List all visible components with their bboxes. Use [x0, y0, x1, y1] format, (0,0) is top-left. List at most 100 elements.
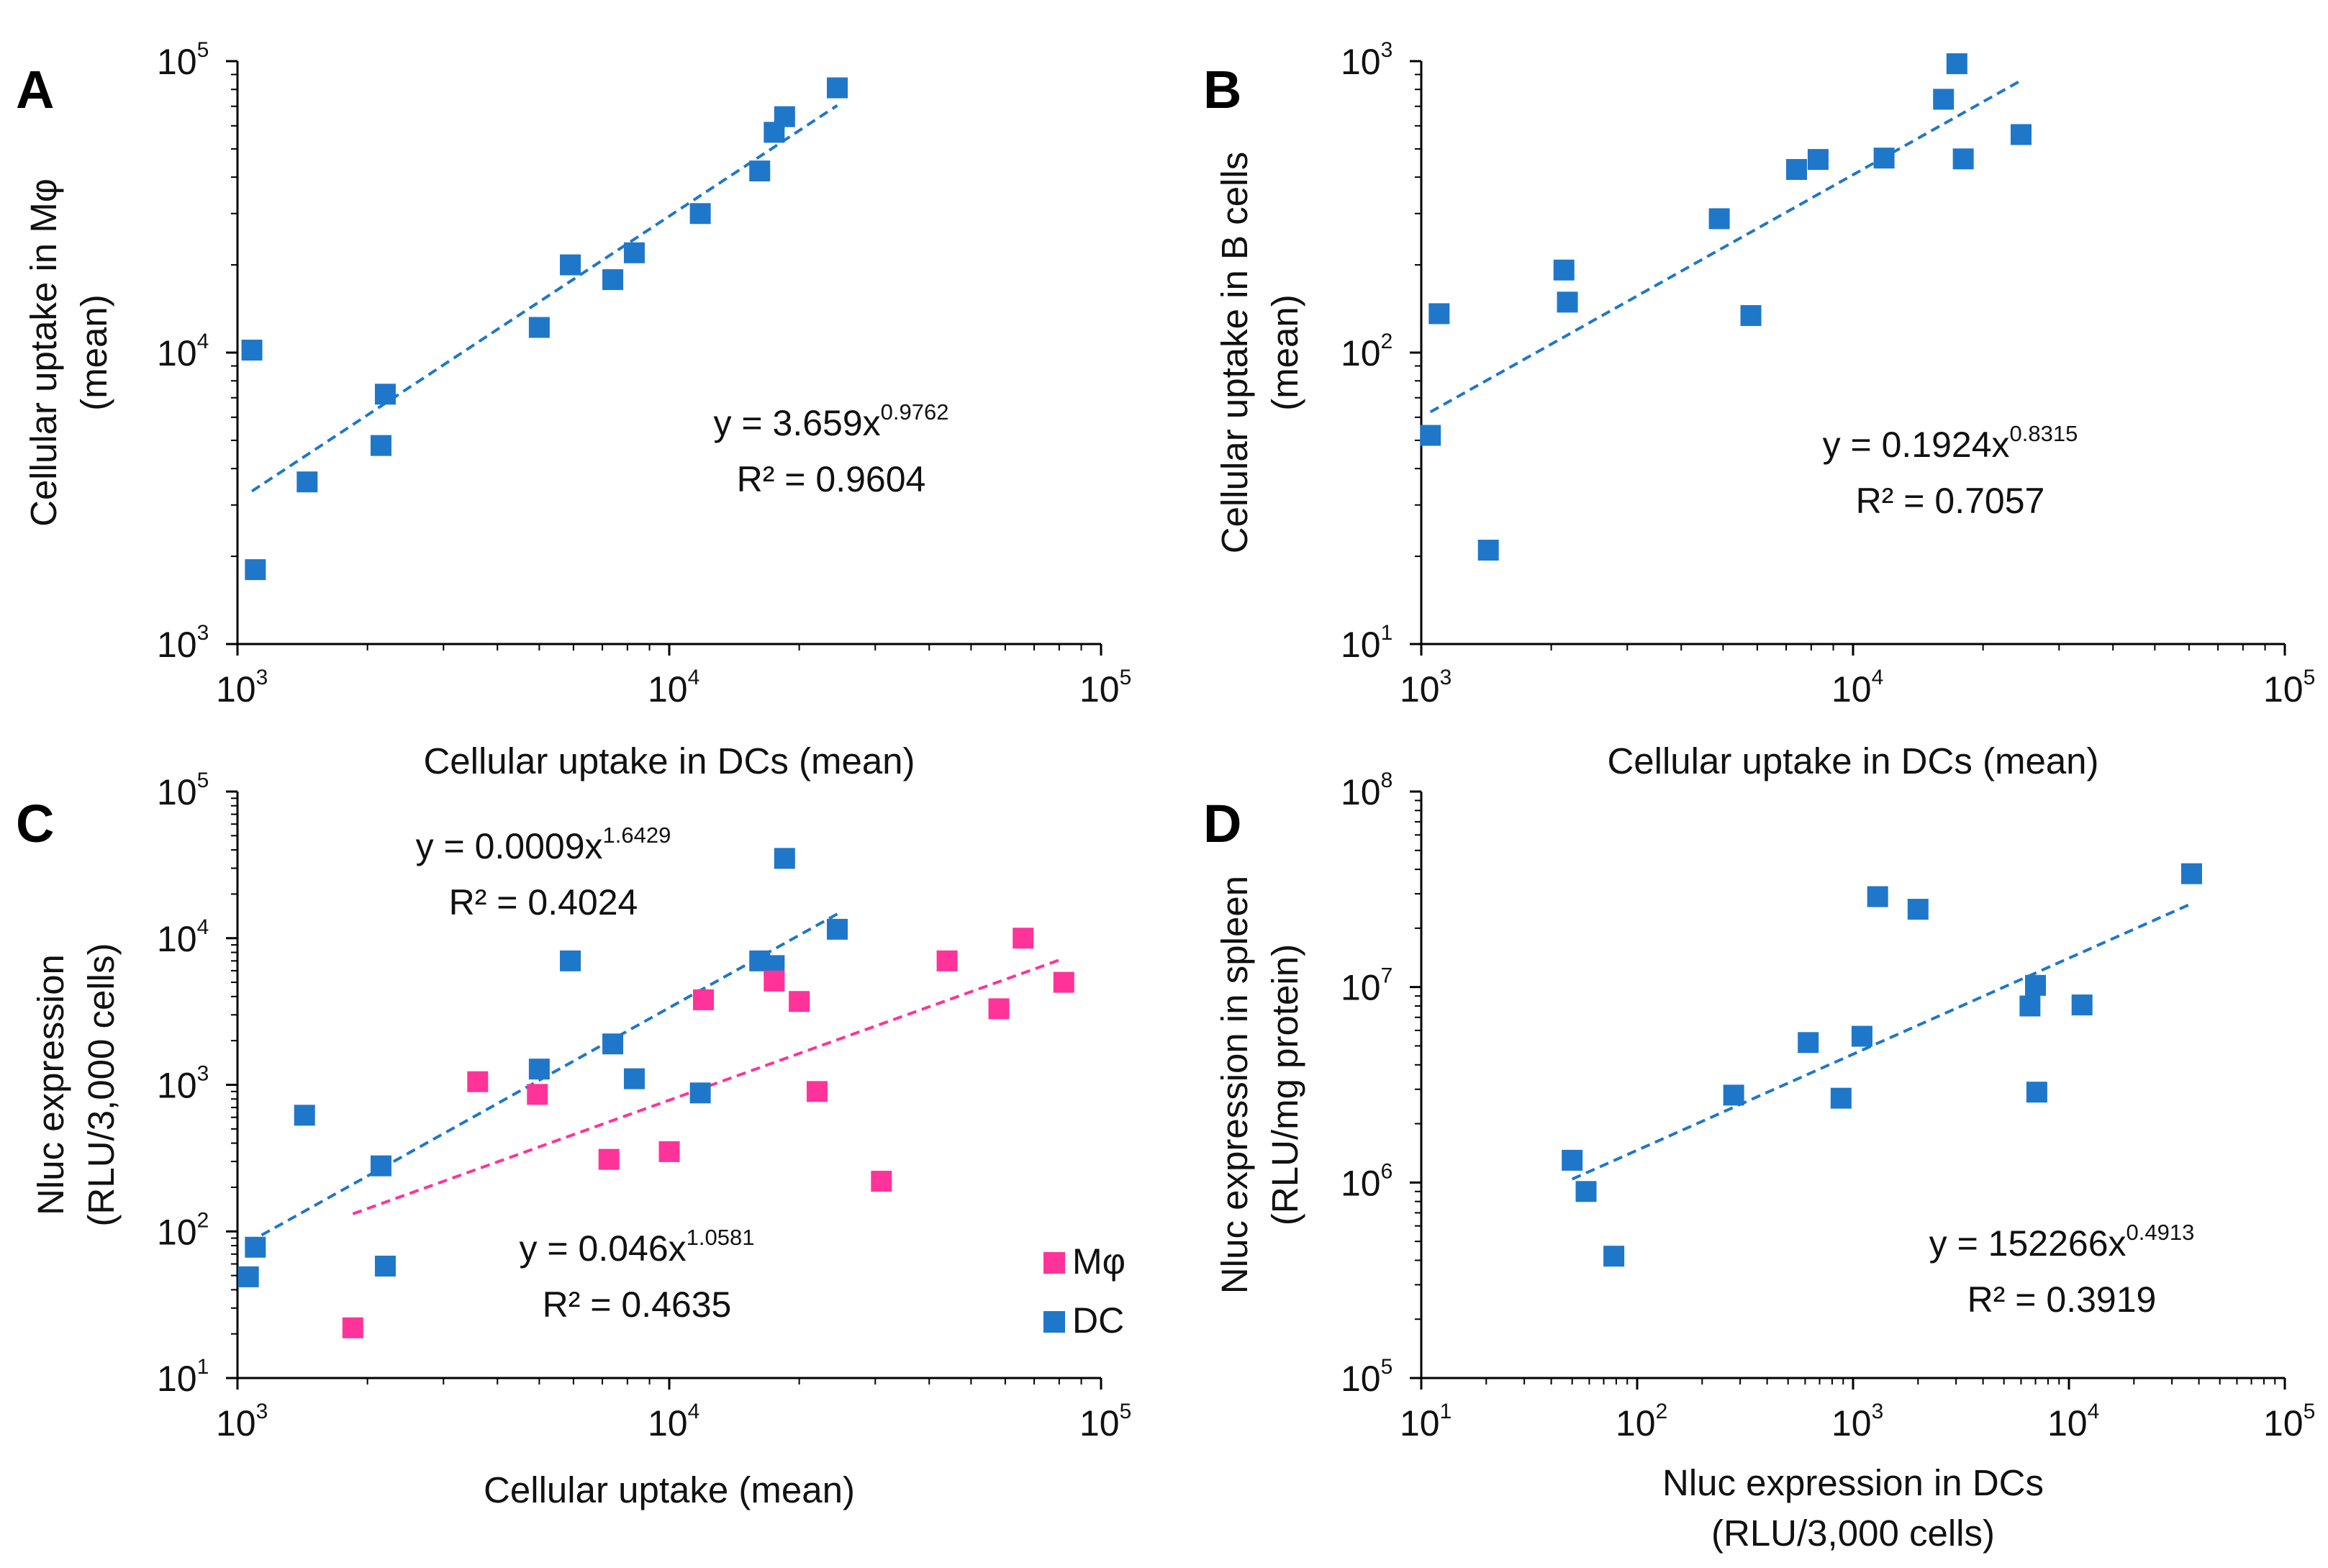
- y-axis-label: (mean): [1264, 294, 1305, 411]
- panel-letter: C: [16, 794, 54, 853]
- legend-swatch: [1043, 1311, 1065, 1333]
- fit-line-dc: [1571, 902, 2193, 1181]
- legend-label: Mφ: [1072, 1241, 1125, 1282]
- data-point: [689, 203, 711, 225]
- x-tick-label: 103: [1400, 666, 1451, 710]
- x-tick-label: 104: [648, 666, 699, 710]
- data-point: [1557, 291, 1578, 313]
- data-point: [560, 950, 581, 971]
- data-point: [467, 1071, 489, 1092]
- data-point: [693, 989, 715, 1010]
- y-axis-label: Cellular uptake in Mφ: [23, 178, 64, 527]
- data-point: [658, 1141, 680, 1162]
- data-point: [1830, 1087, 1852, 1109]
- y-tick-exponent: 4: [197, 915, 209, 939]
- data-point: [1798, 1032, 1819, 1053]
- x-tick-exponent: 3: [1872, 1400, 1884, 1423]
- data-point: [2019, 995, 2041, 1017]
- data-point: [1867, 886, 1888, 907]
- data-point: [1907, 899, 1929, 920]
- data-point: [1873, 148, 1895, 169]
- data-point: [789, 991, 810, 1012]
- data-point: [1603, 1246, 1625, 1267]
- data-point: [2071, 994, 2093, 1016]
- x-tick-exponent: 4: [2088, 1400, 2100, 1423]
- y-tick-exponent: 4: [197, 330, 209, 353]
- x-tick-exponent: 3: [1440, 666, 1452, 689]
- legend-label: DC: [1072, 1300, 1124, 1341]
- data-point: [237, 1266, 259, 1287]
- data-point: [2180, 863, 2202, 884]
- y-tick-label: 108: [1341, 769, 1392, 812]
- x-tick-label: 102: [1616, 1400, 1667, 1444]
- data-point: [749, 160, 771, 182]
- y-tick-label: 103: [1341, 38, 1392, 82]
- x-tick-label: 104: [2047, 1400, 2099, 1444]
- fit-exponent: 0.4913: [2127, 1220, 2195, 1245]
- data-point: [528, 317, 550, 338]
- y-tick-label: 105: [157, 38, 209, 82]
- y-tick-label: 106: [1341, 1159, 1392, 1203]
- y-axis-label: (RLU/3,000 cells): [81, 943, 122, 1227]
- x-tick-label: 105: [2263, 1400, 2315, 1444]
- data-point: [374, 384, 396, 405]
- data-point: [1420, 425, 1441, 446]
- data-point: [1053, 971, 1074, 993]
- x-tick-label: 105: [2263, 666, 2315, 710]
- data-point: [826, 77, 848, 99]
- x-tick-exponent: 5: [2304, 666, 2316, 689]
- y-axis-label: Nluc expression: [30, 954, 71, 1215]
- x-tick-exponent: 5: [1120, 666, 1132, 689]
- data-point: [1013, 928, 1034, 949]
- data-point: [528, 1059, 550, 1080]
- data-point: [598, 1148, 620, 1170]
- x-tick-exponent: 2: [1656, 1400, 1668, 1423]
- data-point: [1933, 89, 1955, 110]
- data-point: [2026, 1082, 2047, 1103]
- y-tick-exponent: 1: [197, 1355, 209, 1379]
- x-tick-exponent: 5: [1120, 1400, 1132, 1423]
- data-point: [623, 242, 645, 263]
- y-axis-label: Nluc expression in spleen: [1214, 876, 1255, 1294]
- data-point: [1428, 303, 1450, 325]
- data-point: [370, 435, 391, 456]
- fit-line-mm: [352, 956, 1064, 1215]
- y-axis-label: Cellular uptake in B cells: [1214, 152, 1255, 553]
- y-tick-label: 103: [157, 621, 209, 665]
- data-point: [1575, 1181, 1597, 1202]
- x-tick-label: 103: [216, 1400, 268, 1444]
- fit-equation: y = 3.659x0.9762: [714, 399, 949, 443]
- panel-letter: D: [1203, 794, 1241, 853]
- x-tick-exponent: 5: [2304, 1400, 2316, 1423]
- data-point: [294, 1105, 315, 1126]
- fit-r-squared: R² = 0.9604: [737, 459, 926, 499]
- y-tick-exponent: 7: [1381, 964, 1393, 988]
- data-point: [1477, 540, 1499, 561]
- x-tick-label: 103: [216, 666, 268, 710]
- y-tick-label: 104: [157, 915, 209, 959]
- x-axis-label: Cellular uptake in DCs (mean): [423, 740, 915, 781]
- x-axis-label: Cellular uptake in DCs (mean): [1607, 740, 2098, 781]
- data-point: [1786, 159, 1808, 181]
- x-tick-label: 101: [1400, 1400, 1451, 1444]
- x-tick-exponent: 3: [256, 1400, 268, 1423]
- data-point: [370, 1155, 391, 1177]
- fit-exponent: 0.9762: [881, 399, 949, 425]
- x-tick-label: 104: [1831, 666, 1883, 710]
- fit-r-squared: R² = 0.4024: [449, 882, 638, 923]
- data-point: [1553, 259, 1575, 281]
- fit-equation: y = 0.1924x0.8315: [1823, 421, 2078, 465]
- panel-a: A 103 104 105 103 104 105 Cellular uptake in DC…: [16, 38, 1131, 781]
- x-tick-exponent: 4: [688, 1400, 700, 1423]
- data-point: [245, 559, 266, 581]
- x-tick-exponent: 3: [256, 666, 268, 689]
- fit-r-squared: R² = 0.4635: [543, 1284, 732, 1325]
- y-tick-label: 103: [157, 1062, 209, 1106]
- data-point: [988, 998, 1010, 1020]
- y-tick-label: 107: [1341, 964, 1392, 1008]
- y-tick-exponent: 6: [1381, 1159, 1393, 1183]
- y-axis-label: (mean): [73, 294, 114, 411]
- data-point: [2010, 124, 2032, 145]
- y-tick-label: 101: [157, 1355, 209, 1399]
- y-tick-exponent: 5: [197, 38, 209, 62]
